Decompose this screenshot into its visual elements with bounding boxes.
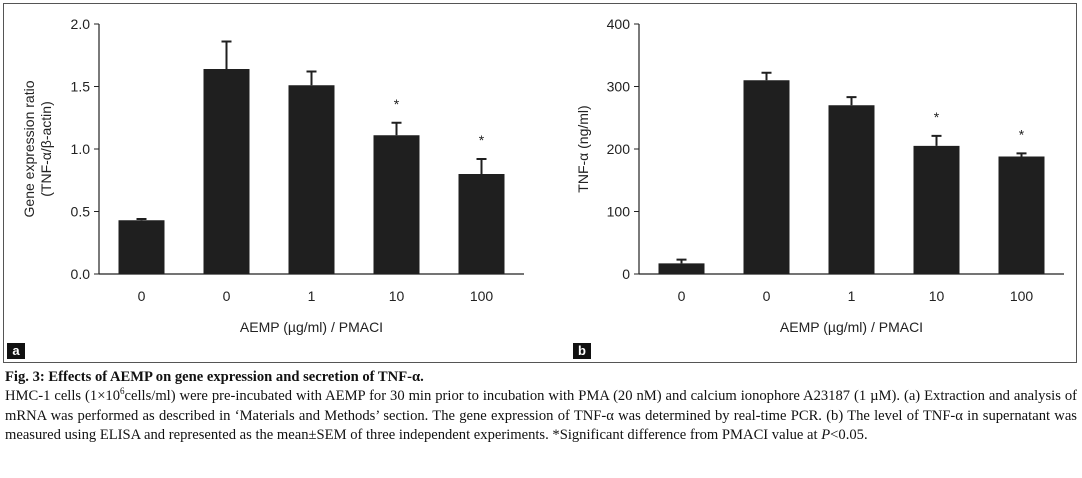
caption-body-main: cells/ml) were pre-incubated with AEMP f…: [5, 388, 1077, 444]
caption-body: HMC-1 cells (1×106cells/ml) were pre-inc…: [5, 387, 1077, 445]
significance-marker: *: [394, 96, 400, 112]
panel-label-b: b: [573, 343, 591, 359]
x-tick-label: 0: [223, 288, 231, 304]
caption-body-start: HMC-1 cells (1×10: [5, 388, 121, 405]
y-axis-title: Gene expression ratio: [21, 80, 37, 217]
caption-body-end: <0.05.: [830, 427, 868, 444]
caption-title: Fig. 3: Effects of AEMP on gene expressi…: [5, 369, 424, 385]
x-tick-label: 1: [308, 288, 316, 304]
bar: [118, 220, 165, 274]
bar: [203, 69, 250, 274]
y-tick-label: 2.0: [71, 16, 91, 32]
significance-marker: *: [479, 132, 485, 148]
y-axis-title: TNF-α (ng/ml): [575, 105, 591, 192]
x-tick-label: 10: [929, 288, 945, 304]
x-tick-label: 0: [138, 288, 146, 304]
y-tick-label: 1.0: [71, 141, 91, 157]
bar: [743, 80, 790, 274]
significance-marker: *: [934, 109, 940, 125]
significance-marker: *: [1019, 126, 1025, 142]
panel-label-a: a: [7, 343, 25, 359]
bar: [913, 145, 960, 274]
y-tick-label: 1.5: [71, 79, 91, 95]
y-tick-label: 200: [607, 141, 631, 157]
x-tick-label: 0: [678, 288, 686, 304]
x-axis-title: AEMP (µg/ml) / PMACI: [780, 319, 923, 335]
caption-superscript: 6: [120, 386, 125, 397]
y-axis-title: (TNF-α/β-actin): [38, 101, 54, 196]
y-tick-label: 300: [607, 79, 631, 95]
bar: [998, 156, 1045, 274]
chart-panel-a: 0.0 0.5 1.0 1.5 2.0 0 0 1 10 * 100 * AEMP (µg/ml) / …: [21, 16, 524, 335]
bar: [458, 174, 505, 274]
y-tick-label: 0.0: [71, 266, 91, 282]
x-tick-label: 100: [470, 288, 494, 304]
figure-caption: Fig. 3: Effects of AEMP on gene expressi…: [5, 368, 1077, 446]
bar: [828, 105, 875, 274]
x-tick-label: 1: [848, 288, 856, 304]
y-tick-label: 0.5: [71, 204, 91, 220]
chart-panel-b: 0 100 200 300 400 0 0 1 10 * 100 * AEMP (µg/ml) / PM…: [575, 16, 1064, 335]
x-tick-label: 100: [1010, 288, 1034, 304]
x-axis-title: AEMP (µg/ml) / PMACI: [240, 319, 383, 335]
bar: [373, 135, 420, 274]
y-tick-label: 100: [607, 204, 631, 220]
y-tick-label: 400: [607, 16, 631, 32]
figure-frame: [3, 3, 1077, 363]
caption-p-value: P: [821, 427, 831, 444]
x-tick-label: 10: [389, 288, 405, 304]
bar: [288, 85, 335, 274]
x-tick-label: 0: [763, 288, 771, 304]
bar: [658, 263, 705, 274]
y-tick-label: 0: [622, 266, 630, 282]
